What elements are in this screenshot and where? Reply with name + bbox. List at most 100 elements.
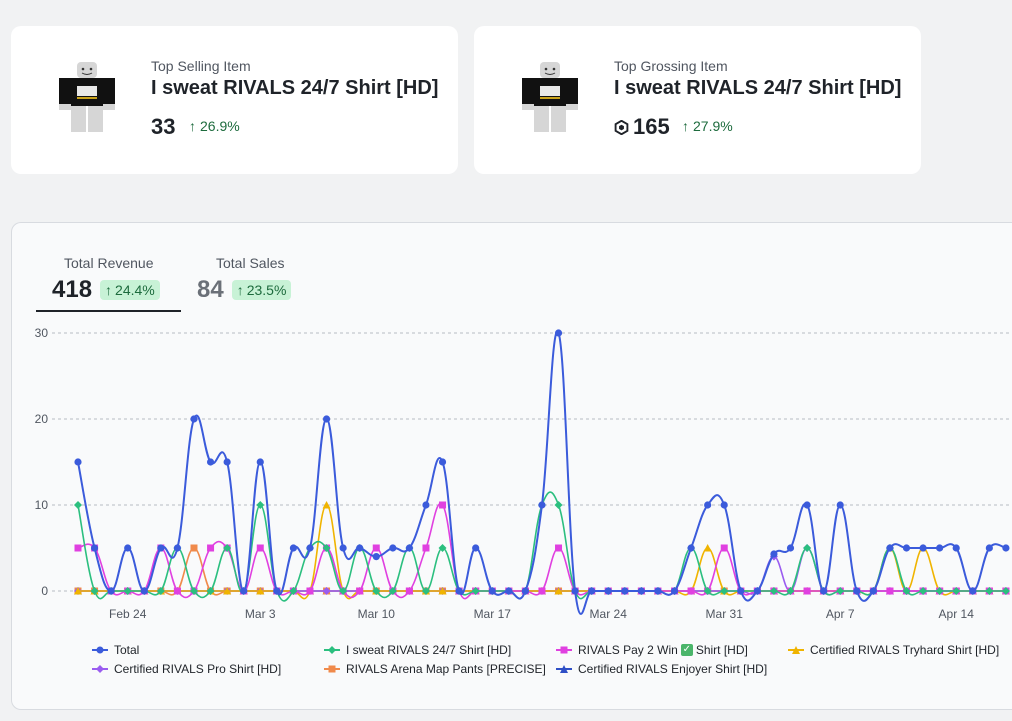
data-point[interactable] [289,544,298,552]
data-point[interactable] [1001,587,1010,595]
data-point[interactable] [554,501,563,509]
data-point[interactable] [455,587,463,595]
data-point[interactable] [322,544,331,552]
data-point[interactable] [753,587,761,595]
data-point[interactable] [935,587,944,595]
data-point[interactable] [786,544,795,552]
data-point[interactable] [273,587,281,595]
data-point[interactable] [703,544,712,552]
data-point[interactable] [687,587,695,595]
data-point[interactable] [405,544,413,552]
legend-item-pay2win[interactable]: RIVALS Pay 2 Win ✓ Shirt [HD] [556,643,748,657]
data-point[interactable] [156,587,165,595]
data-point[interactable] [74,458,82,466]
data-point[interactable] [770,550,778,558]
data-point[interactable] [140,587,148,595]
data-point[interactable] [471,587,480,595]
data-point[interactable] [438,458,447,466]
data-point[interactable] [538,501,546,509]
legend-item-tryhard[interactable]: Certified RIVALS Tryhard Shirt [HD] [788,643,999,657]
data-point[interactable] [389,544,397,552]
legend-item-total[interactable]: Total [92,643,139,657]
data-point[interactable] [886,544,894,552]
data-point[interactable] [919,544,927,552]
data-point[interactable] [240,587,248,595]
data-point[interactable] [886,587,894,595]
data-point[interactable] [90,587,99,595]
data-point[interactable] [472,544,480,552]
data-point[interactable] [339,544,347,552]
data-point[interactable] [206,587,215,595]
data-point[interactable] [936,544,944,552]
data-point[interactable] [803,501,811,509]
data-point[interactable] [769,587,778,595]
data-point[interactable] [356,587,364,595]
data-point[interactable] [687,544,695,552]
data-point[interactable] [803,544,812,552]
data-point[interactable] [786,587,795,595]
data-point[interactable] [654,587,662,595]
data-point[interactable] [90,544,99,552]
data-point[interactable] [720,501,728,509]
data-point[interactable] [356,544,364,552]
data-point[interactable] [123,587,132,595]
data-point[interactable] [306,544,314,552]
data-point[interactable] [372,544,380,552]
top-grossing-card[interactable]: Top Grossing Item I sweat RIVALS 24/7 Sh… [474,26,921,174]
data-point[interactable] [488,587,496,595]
data-point[interactable] [372,553,380,561]
data-point[interactable] [405,587,413,595]
data-point[interactable] [637,587,645,595]
top-selling-card[interactable]: Top Selling Item I sweat RIVALS 24/7 Shi… [11,26,458,174]
data-point[interactable] [256,501,265,509]
data-point[interactable] [372,587,381,595]
data-point[interactable] [339,587,348,595]
data-point[interactable] [157,544,165,552]
data-point[interactable] [554,587,563,595]
data-point[interactable] [388,587,397,595]
data-point[interactable] [124,544,132,552]
data-point[interactable] [902,587,911,595]
data-point[interactable] [421,587,430,595]
data-point[interactable] [621,587,629,595]
legend-item-i-sweat[interactable]: I sweat RIVALS 24/7 Shirt [HD] [324,643,511,657]
data-point[interactable] [422,501,430,509]
tab-total-sales[interactable]: Total Sales 84 ↑ 23.5% [197,255,292,304]
data-point[interactable] [256,587,265,595]
tab-total-revenue[interactable]: Total Revenue 418 ↑ 24.4% [52,255,160,304]
data-point[interactable] [952,587,961,595]
data-point[interactable] [322,415,331,423]
legend-item-enjoyer[interactable]: Certified RIVALS Enjoyer Shirt [HD] [556,662,767,676]
data-point[interactable] [173,587,181,595]
data-point[interactable] [853,587,861,595]
legend-item-pro[interactable]: Certified RIVALS Pro Shirt [HD] [92,662,281,676]
data-point[interactable] [737,587,745,595]
data-point[interactable] [538,587,546,595]
data-point[interactable] [223,458,231,466]
data-point[interactable] [74,501,82,509]
card-item-title[interactable]: I sweat RIVALS 24/7 Shirt [HD] [151,77,439,99]
data-point[interactable] [438,587,447,595]
legend-item-pants[interactable]: RIVALS Arena Map Pants [PRECISE] [324,662,546,676]
data-point[interactable] [952,544,960,552]
data-point[interactable] [322,501,331,509]
data-point[interactable] [173,544,182,552]
data-point[interactable] [190,544,198,552]
data-point[interactable] [439,501,447,509]
data-point[interactable] [588,587,596,595]
data-point[interactable] [521,587,529,595]
data-point[interactable] [322,587,331,595]
data-point[interactable] [74,587,82,595]
data-point[interactable] [289,587,298,595]
data-point[interactable] [306,587,314,595]
card-item-title[interactable]: I sweat RIVALS 24/7 Shirt [HD] [614,77,902,99]
data-point[interactable] [703,587,712,595]
data-point[interactable] [223,587,232,595]
data-point[interactable] [803,587,811,595]
data-point[interactable] [1002,544,1010,552]
data-point[interactable] [256,458,264,466]
data-point[interactable] [720,544,728,552]
data-point[interactable] [969,587,977,595]
data-point[interactable] [207,544,215,552]
data-point[interactable] [985,544,993,552]
